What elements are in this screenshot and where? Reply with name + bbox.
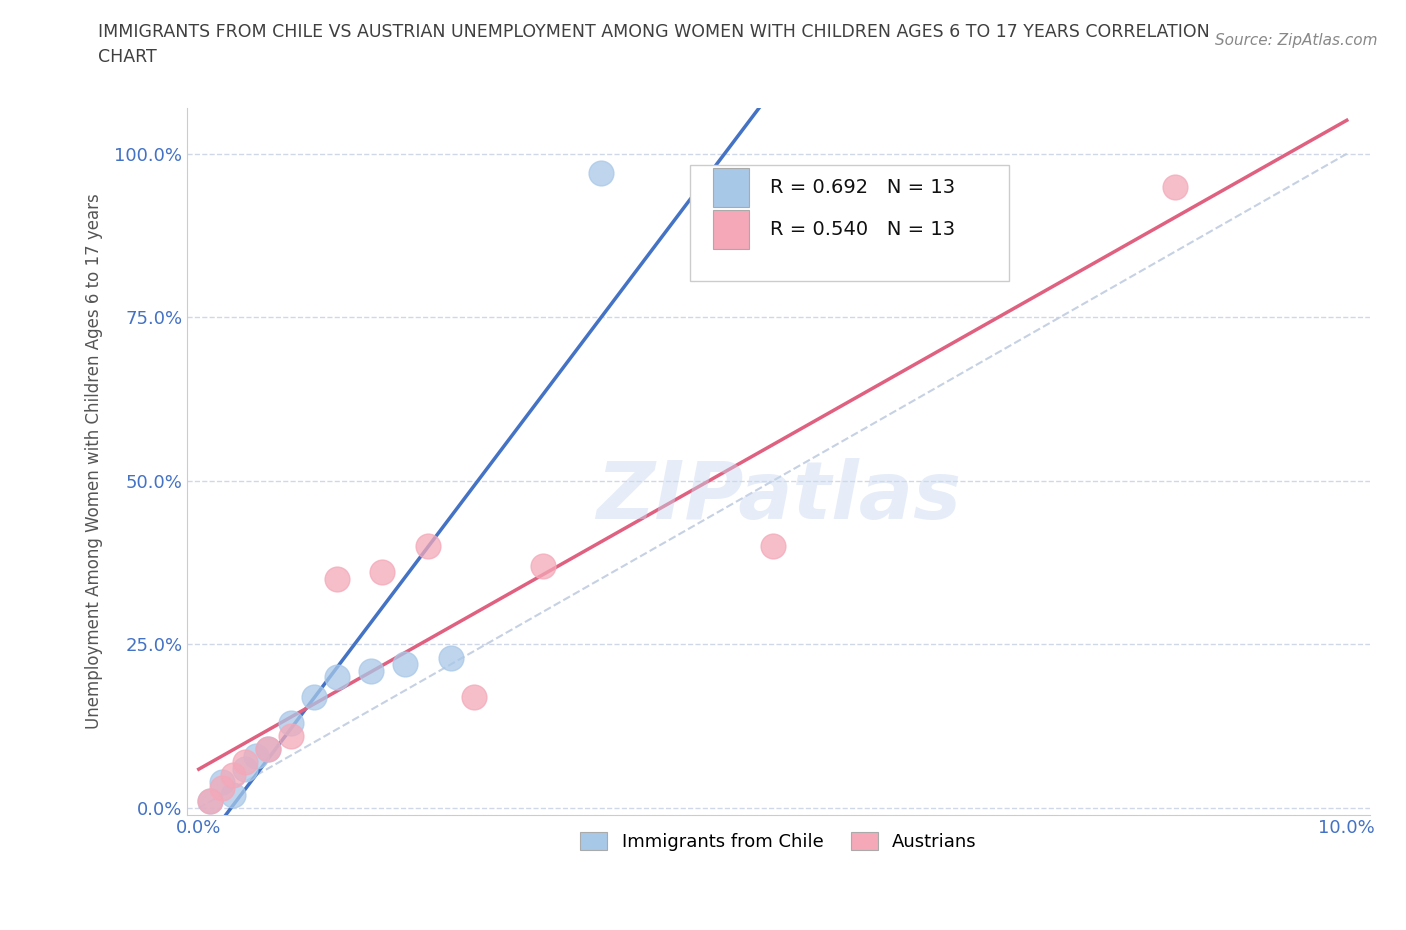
Point: [325, 670, 347, 684]
Point: [222, 768, 245, 783]
Point: [233, 755, 256, 770]
FancyBboxPatch shape: [713, 168, 749, 206]
Point: [325, 572, 347, 587]
Point: [440, 650, 463, 665]
Point: [589, 166, 612, 180]
Text: R = 0.692   N = 13: R = 0.692 N = 13: [770, 178, 955, 197]
Legend: Immigrants from Chile, Austrians: Immigrants from Chile, Austrians: [574, 825, 984, 858]
Point: [200, 794, 222, 809]
FancyBboxPatch shape: [690, 165, 1010, 281]
Point: [200, 794, 222, 809]
Point: [280, 715, 302, 730]
Text: R = 0.540   N = 13: R = 0.540 N = 13: [770, 220, 955, 239]
Y-axis label: Unemployment Among Women with Children Ages 6 to 17 years: Unemployment Among Women with Children A…: [86, 193, 103, 729]
Point: [211, 781, 233, 796]
Text: Source: ZipAtlas.com: Source: ZipAtlas.com: [1215, 33, 1378, 47]
Point: [360, 663, 382, 678]
Point: [1163, 179, 1185, 194]
Point: [245, 749, 267, 764]
Point: [531, 559, 554, 574]
Point: [418, 538, 440, 553]
Point: [280, 728, 302, 743]
Point: [211, 775, 233, 790]
FancyBboxPatch shape: [713, 210, 749, 249]
Point: [256, 741, 278, 756]
Point: [371, 565, 394, 580]
Text: IMMIGRANTS FROM CHILE VS AUSTRIAN UNEMPLOYMENT AMONG WOMEN WITH CHILDREN AGES 6 : IMMIGRANTS FROM CHILE VS AUSTRIAN UNEMPL…: [98, 23, 1211, 66]
Point: [762, 538, 785, 553]
Point: [256, 741, 278, 756]
Point: [394, 657, 416, 671]
Point: [222, 788, 245, 803]
Point: [463, 689, 485, 704]
Point: [302, 689, 325, 704]
Point: [233, 762, 256, 777]
Text: ZIPatlas: ZIPatlas: [596, 458, 960, 536]
